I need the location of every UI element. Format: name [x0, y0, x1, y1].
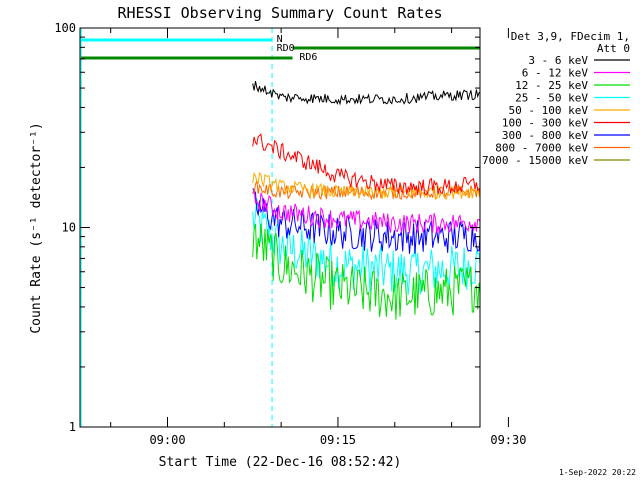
y-tick-label: 100: [54, 21, 76, 35]
chart-title: RHESSI Observing Summary Count Rates: [117, 4, 442, 22]
legend-entry-label: 3 - 6 keV: [528, 54, 588, 67]
axis-ticks-layer: 11010009:0009:1509:3009:4510:0010:1510:3…: [54, 21, 526, 447]
series-line-2: [252, 223, 480, 320]
plot-frame-layer: [79, 27, 481, 428]
legend-entry-label: 800 - 7000 keV: [495, 142, 588, 155]
y-axis-label: Count Rate (s⁻¹ detector⁻¹): [29, 122, 44, 333]
x-tick-label: 09:30: [490, 433, 526, 447]
status-label-n: N: [277, 34, 283, 45]
timestamp: 1-Sep-2022 20:22: [559, 468, 636, 477]
legend-title: Det 3,9, FDecim 1,: [511, 30, 630, 43]
y-tick-label: 10: [62, 221, 76, 235]
y-tick-label: 1: [69, 420, 76, 434]
series-line-6: [252, 188, 480, 254]
plot-border: [79, 27, 481, 428]
series-line-3: [252, 198, 480, 295]
series-line-5: [252, 133, 480, 196]
series-line-0: [252, 81, 480, 106]
x-tick-label: 09:15: [320, 433, 356, 447]
legend-entry-label: 100 - 300 keV: [502, 117, 588, 130]
x-axis-label: Start Time (22-Dec-16 08:52:42): [159, 455, 402, 470]
legend-title-attenuator: Att 0: [597, 42, 630, 55]
x-tick-label: 09:00: [149, 433, 185, 447]
legend-entry-label: 50 - 100 keV: [509, 104, 589, 117]
legend-entry-label: 25 - 50 keV: [515, 92, 588, 105]
legend-entry-label: 7000 - 15000 keV: [482, 154, 588, 167]
legend-entry-label: 12 - 25 keV: [515, 79, 588, 92]
series-line-1: [252, 189, 480, 234]
status-label-rd6: RD6: [299, 52, 317, 63]
legend-entry-label: 300 - 800 keV: [502, 129, 588, 142]
legend-entry-label: 6 - 12 keV: [522, 67, 589, 80]
status-label-rd0: RD0: [277, 43, 295, 54]
